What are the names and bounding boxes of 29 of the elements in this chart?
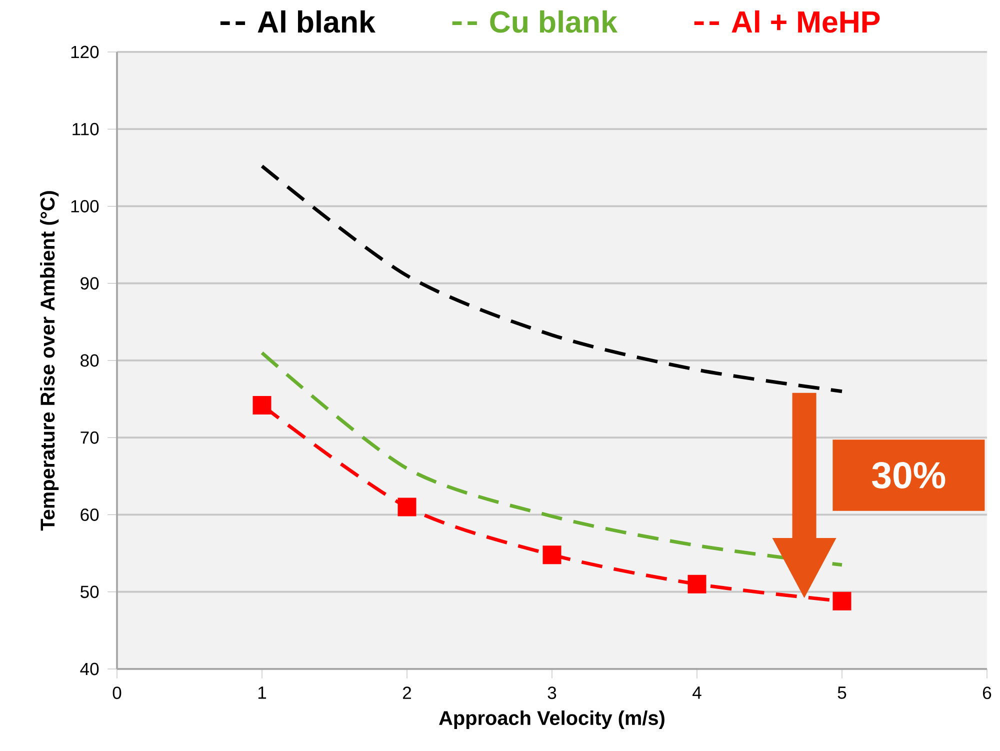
x-tick-label: 2 xyxy=(402,686,411,699)
point xyxy=(832,592,852,610)
line-series xyxy=(260,351,844,567)
x-axis-title: Approach Velocity (m/s) xyxy=(439,710,664,730)
x-tick-label: 4 xyxy=(692,686,702,699)
y-tick-label: 60 xyxy=(80,508,99,521)
legend-label: Cu blank xyxy=(490,10,618,33)
point xyxy=(252,396,272,414)
point xyxy=(688,574,706,594)
x-tick-label: 5 xyxy=(838,686,846,699)
x-tick-label: 6 xyxy=(982,686,992,700)
y-axis-title: Temperature Rise over Ambient (°C) xyxy=(40,191,59,531)
point xyxy=(398,498,416,516)
legend-label: Al + MeHP xyxy=(732,10,880,33)
y-tick-label: 100 xyxy=(71,200,99,212)
y-tick-label: 40 xyxy=(80,662,99,676)
y-tick-label: 50 xyxy=(80,586,99,598)
y-tick-label: 110 xyxy=(72,122,99,136)
x-tick-label: 1 xyxy=(258,686,266,699)
annotation: 30% xyxy=(872,462,946,489)
line-series xyxy=(260,164,844,394)
point xyxy=(542,546,562,564)
y-tick-label: 80 xyxy=(80,354,99,367)
y-tick-label: 120 xyxy=(71,46,99,58)
x-tick-label: 3 xyxy=(548,686,556,700)
legend-label: Al blank xyxy=(258,10,376,33)
y-tick-label: 70 xyxy=(80,431,99,444)
y-tick-label: 90 xyxy=(80,277,99,290)
x-tick-label: 0 xyxy=(112,686,122,700)
